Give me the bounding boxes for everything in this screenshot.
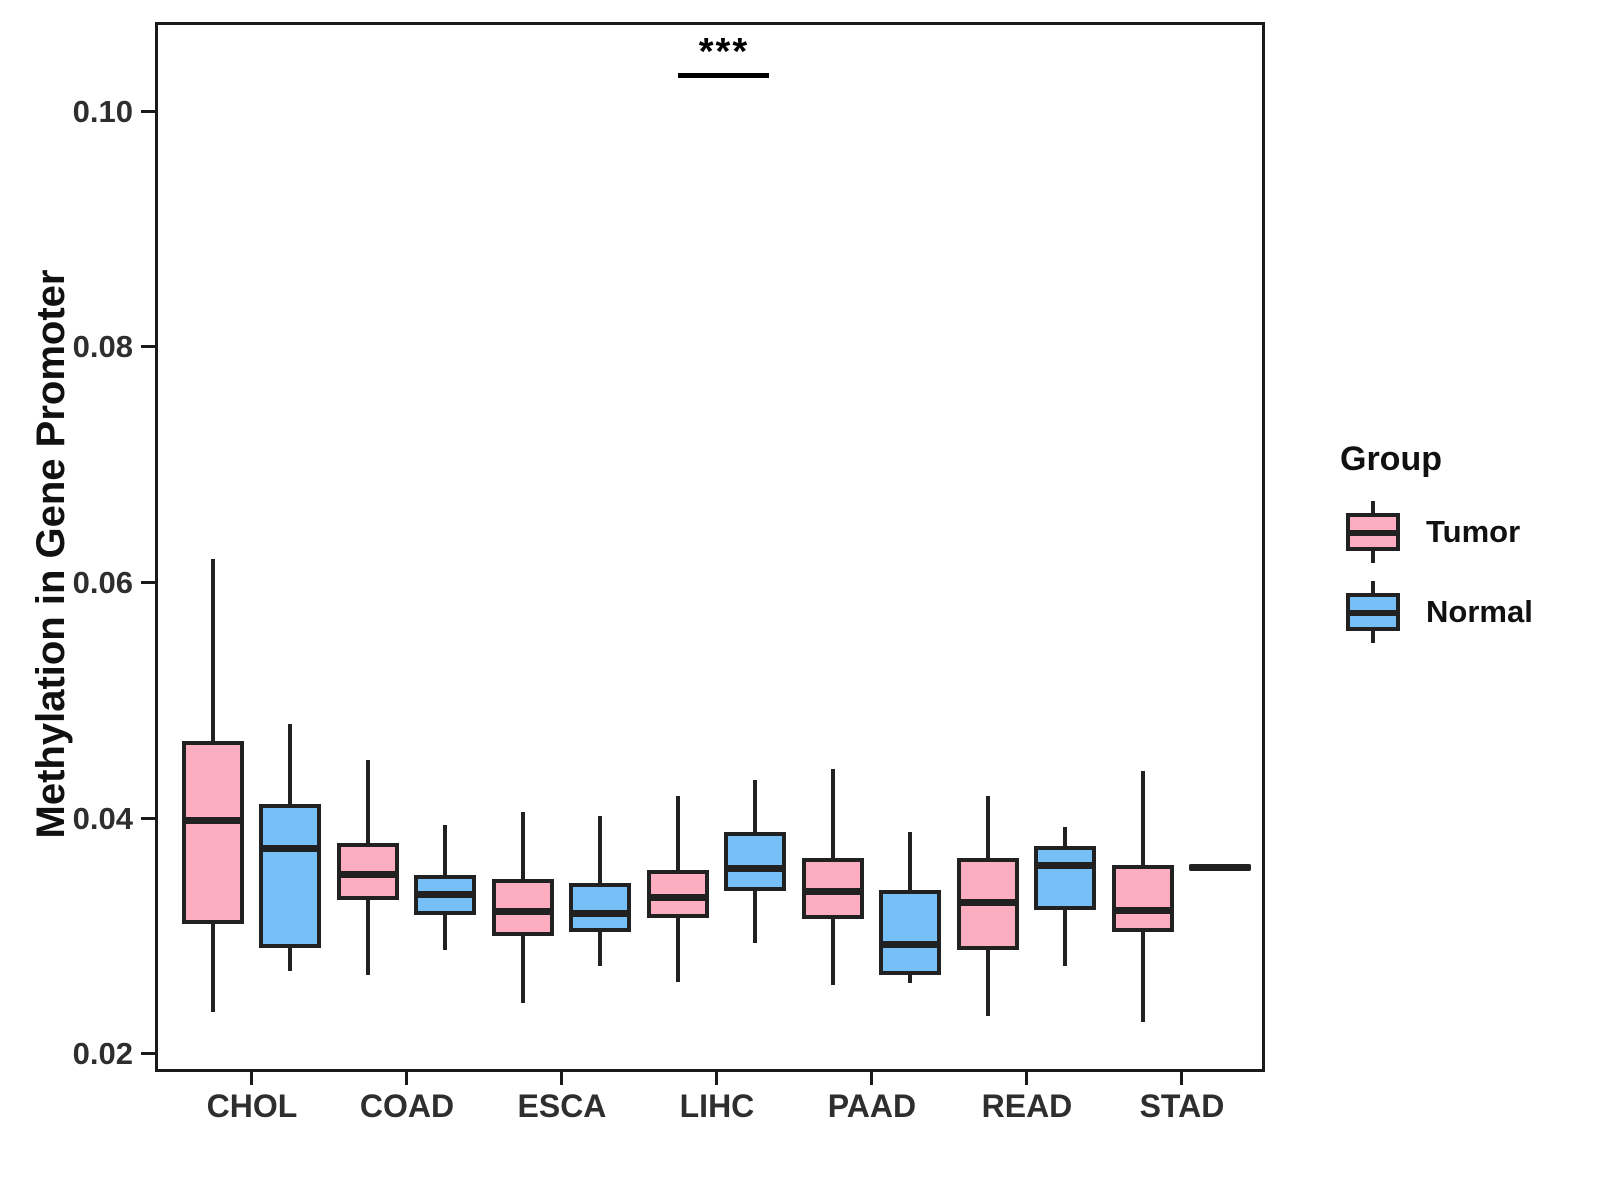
box-normal-chol <box>259 803 322 948</box>
x-axis-tick <box>405 1072 409 1085</box>
x-axis-category-label: STAD <box>1139 1088 1225 1124</box>
significance-stars: *** <box>698 31 750 74</box>
median-tumor-coad <box>341 870 396 878</box>
y-axis-tick <box>141 345 155 349</box>
y-axis-tick <box>141 816 155 820</box>
glyph-box <box>1346 593 1400 631</box>
x-axis-tick <box>715 1072 719 1085</box>
box-tumor-paad <box>802 858 865 920</box>
box-normal-coad <box>414 874 477 915</box>
median-normal-chol <box>263 844 318 852</box>
median-normal-coad <box>418 890 473 898</box>
legend-title: Group <box>1340 440 1442 478</box>
median-normal-stad <box>1189 864 1252 871</box>
y-axis-tick-label: 0.06 <box>72 564 133 600</box>
y-axis-tick-label: 0.04 <box>72 800 133 836</box>
median-tumor-stad <box>1116 907 1171 915</box>
x-axis-tick <box>250 1072 254 1085</box>
glyph-box <box>1346 513 1400 551</box>
x-axis-tick <box>1180 1072 1184 1085</box>
y-axis-tick <box>141 1052 155 1056</box>
x-axis-category-label: ESCA <box>517 1088 607 1124</box>
y-axis-tick-label: 0.02 <box>72 1036 133 1072</box>
median-normal-lihc <box>728 864 783 872</box>
y-axis-tick-label: 0.08 <box>72 329 133 365</box>
box-normal-lihc <box>724 832 787 892</box>
median-normal-read <box>1038 862 1093 870</box>
legend-label-normal: Normal <box>1426 594 1533 629</box>
tumor-boxplot-glyph-icon <box>1346 501 1400 563</box>
plot-area <box>158 25 1262 1069</box>
box-normal-read <box>1034 846 1097 910</box>
x-axis-category-label: COAD <box>359 1088 455 1124</box>
legend-label-tumor: Tumor <box>1426 514 1521 549</box>
x-axis-tick <box>1025 1072 1029 1085</box>
median-tumor-read <box>961 898 1016 906</box>
x-axis-category-label: READ <box>981 1088 1073 1124</box>
x-axis-category-label: CHOL <box>206 1088 298 1124</box>
box-tumor-lihc <box>647 869 710 919</box>
box-normal-esca <box>569 882 632 933</box>
median-normal-paad <box>883 941 938 949</box>
median-normal-esca <box>573 909 628 917</box>
x-axis-tick <box>870 1072 874 1085</box>
significance-bar <box>678 73 770 79</box>
legend-entry-tumor: Tumor <box>1340 501 1590 563</box>
glyph-median <box>1350 610 1396 616</box>
legend: Group Tumor Normal <box>1340 440 1590 661</box>
box-tumor-coad <box>337 842 400 901</box>
median-tumor-lihc <box>651 894 706 902</box>
legend-entry-normal: Normal <box>1340 581 1590 643</box>
box-tumor-read <box>957 858 1020 950</box>
glyph-median <box>1350 530 1396 536</box>
y-axis-tick <box>141 109 155 113</box>
median-tumor-esca <box>496 908 551 916</box>
x-axis-tick <box>560 1072 564 1085</box>
x-axis-category-label: PAAD <box>827 1088 917 1124</box>
plot-panel <box>155 22 1265 1072</box>
box-normal-paad <box>879 889 942 975</box>
box-tumor-chol <box>182 741 245 925</box>
y-axis-tick <box>141 580 155 584</box>
y-axis-tick-label: 0.10 <box>72 93 133 129</box>
median-tumor-chol <box>186 816 241 824</box>
box-tumor-esca <box>492 879 555 936</box>
x-axis-category-label: LIHC <box>679 1088 755 1124</box>
box-tumor-stad <box>1112 865 1175 933</box>
median-tumor-paad <box>806 888 861 896</box>
normal-boxplot-glyph-icon <box>1346 581 1400 643</box>
